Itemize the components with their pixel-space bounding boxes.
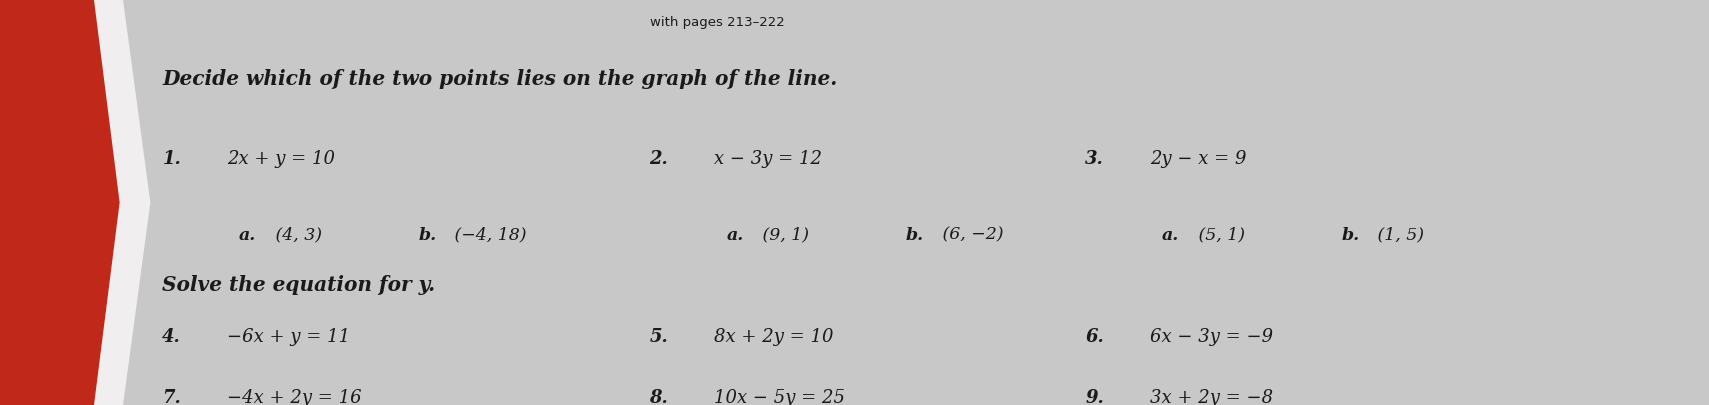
Text: 3x + 2y = −8: 3x + 2y = −8 (1150, 389, 1273, 405)
Polygon shape (94, 0, 150, 405)
Text: 5.: 5. (649, 328, 668, 346)
Text: 2.: 2. (649, 150, 668, 168)
Text: (−4, 18): (−4, 18) (449, 227, 526, 244)
Text: 8x + 2y = 10: 8x + 2y = 10 (714, 328, 834, 346)
Text: 8.: 8. (649, 389, 668, 405)
Text: 2y − x = 9: 2y − x = 9 (1150, 150, 1246, 168)
Text: 1.: 1. (162, 150, 181, 168)
Text: 2x + y = 10: 2x + y = 10 (227, 150, 335, 168)
Text: −6x + y = 11: −6x + y = 11 (227, 328, 350, 346)
Text: 3.: 3. (1085, 150, 1104, 168)
Text: 10x − 5y = 25: 10x − 5y = 25 (714, 389, 846, 405)
Text: (5, 1): (5, 1) (1193, 227, 1244, 244)
Text: (9, 1): (9, 1) (757, 227, 808, 244)
Text: b.: b. (906, 227, 925, 244)
Text: Solve the equation for y.: Solve the equation for y. (162, 275, 436, 295)
Text: (6, −2): (6, −2) (937, 227, 1003, 244)
Text: x − 3y = 12: x − 3y = 12 (714, 150, 822, 168)
Text: Decide which of the two points lies on the graph of the line.: Decide which of the two points lies on t… (162, 69, 837, 89)
Text: −4x + 2y = 16: −4x + 2y = 16 (227, 389, 362, 405)
Text: (1, 5): (1, 5) (1372, 227, 1424, 244)
Text: 7.: 7. (162, 389, 181, 405)
Text: (4, 3): (4, 3) (270, 227, 321, 244)
Text: b.: b. (1342, 227, 1360, 244)
Text: a.: a. (239, 227, 256, 244)
Text: a.: a. (726, 227, 743, 244)
Text: 9.: 9. (1085, 389, 1104, 405)
Text: b.: b. (419, 227, 438, 244)
Text: a.: a. (1162, 227, 1179, 244)
Polygon shape (0, 0, 120, 405)
Text: 4.: 4. (162, 328, 181, 346)
Text: with pages 213–222: with pages 213–222 (651, 16, 784, 29)
Text: 6.: 6. (1085, 328, 1104, 346)
Text: 6x − 3y = −9: 6x − 3y = −9 (1150, 328, 1273, 346)
